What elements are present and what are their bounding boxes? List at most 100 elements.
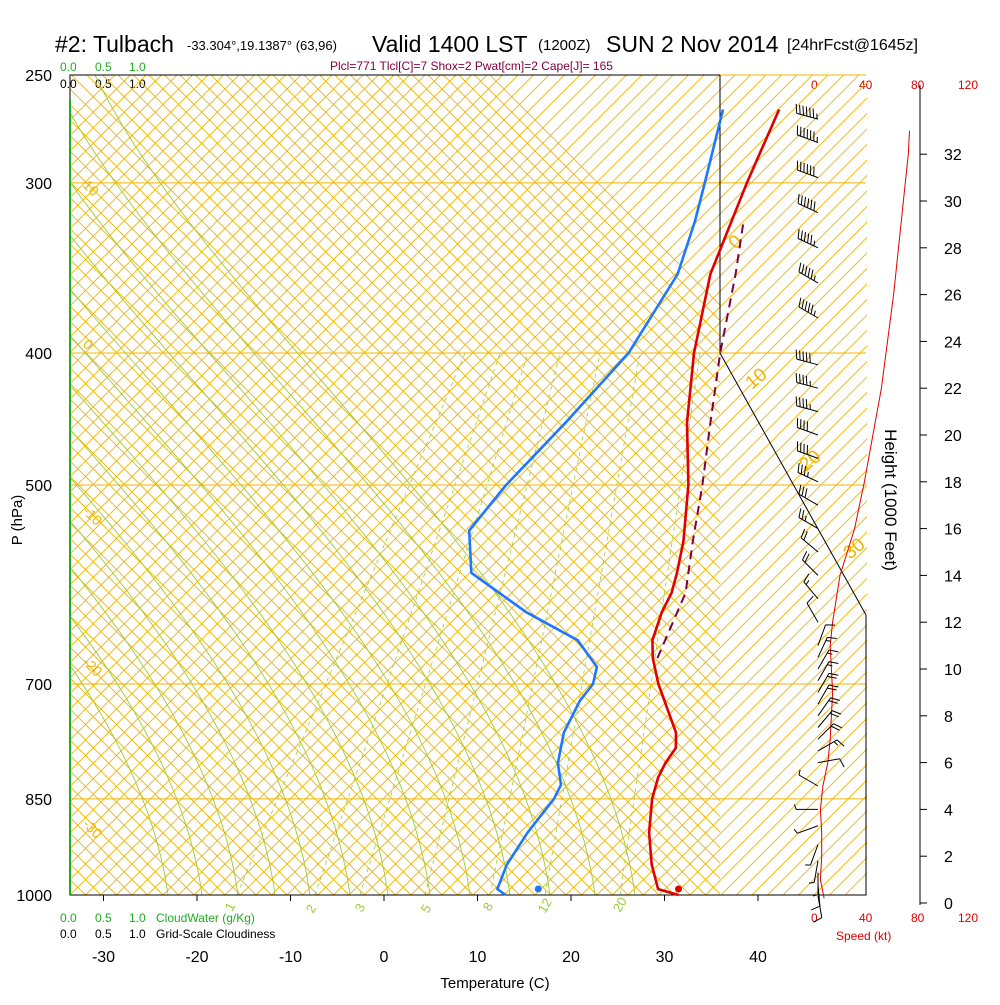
wind-barb-feather	[802, 551, 806, 559]
wind-barb-half-feather	[814, 276, 815, 281]
cover-scale-top-1: 0.5	[95, 77, 112, 91]
speed-tick-bottom-3: 120	[958, 911, 978, 925]
moist-adiabat-label: 30	[840, 534, 870, 564]
wind-barb-feather	[796, 373, 797, 382]
isotherm-line	[101, 70, 926, 895]
mixing-ratio-label: 2	[303, 902, 320, 916]
wind-barb-feather	[810, 353, 811, 362]
pressure-tick-label: 500	[25, 478, 52, 495]
run-date: SUN 2 Nov 2014	[606, 31, 779, 57]
cloud-scale-bottom-2: 1.0	[129, 911, 146, 925]
height-tick-label: 20	[944, 428, 962, 445]
pressure-tick-label: 1000	[16, 888, 52, 905]
speed-tick-top-0: 0	[811, 78, 818, 92]
isotherm-line	[0, 70, 663, 895]
wind-barb	[818, 650, 838, 669]
cloud-scale-top-1: 0.5	[95, 60, 112, 74]
dry-adiabat-line	[408, 70, 1000, 895]
zulu-time: (1200Z)	[538, 37, 591, 54]
height-tick-label: 28	[944, 241, 962, 258]
x-axis-label: Temperature (C)	[440, 975, 549, 992]
wind-barb-feather	[810, 108, 811, 117]
speed-tick-bottom-2: 80	[911, 911, 925, 925]
wind-barb-feather	[831, 726, 839, 730]
wind-barb-feather	[799, 298, 801, 307]
height-tick-label: 0	[944, 896, 953, 913]
isotherm-line	[39, 70, 864, 895]
mixing-ratio-label: 5	[418, 902, 435, 916]
y-axis-label: P (hPa)	[9, 495, 26, 546]
cloudwater-label: CloudWater (g/Kg)	[156, 911, 255, 925]
isotherm-line	[24, 70, 849, 895]
height-tick-label: 8	[944, 709, 953, 726]
isotherm-line	[132, 70, 957, 895]
wind-barb-half-feather	[814, 311, 815, 316]
valid-time: Valid 1400 LST	[372, 31, 528, 57]
wind-barb-feather	[827, 637, 836, 638]
pressure-tick-label: 700	[25, 677, 52, 694]
isotherm-line	[427, 70, 1000, 895]
speed-tick-top-1: 40	[859, 78, 873, 92]
wind-barb-feather	[811, 305, 813, 314]
wind-barb	[818, 698, 840, 716]
speed-axis-label: Speed (kt)	[836, 929, 891, 943]
isotherm-line	[86, 70, 911, 895]
wind-barb-feather	[799, 263, 801, 272]
height-tick-label: 32	[944, 147, 962, 164]
cloud-scale-bottom-0: 0.0	[60, 911, 77, 925]
wind-barb-feather	[798, 194, 799, 203]
indices-line: Plcl=771 Tlcl[C]=7 Shox=2 Pwat[cm]=2 Cap…	[330, 59, 613, 73]
isotherm-line	[0, 70, 353, 895]
height-tick-label: 12	[944, 615, 962, 632]
wind-barb-feather	[803, 106, 804, 115]
cloud-scale-top-0: 0.0	[60, 60, 77, 74]
temp-tick-label: -10	[279, 949, 302, 966]
isotherm-line	[117, 70, 942, 895]
wind-barb-feather	[806, 376, 807, 385]
isotherm-line	[752, 70, 1000, 895]
pressure-tick-label: 250	[25, 68, 52, 85]
temp-tick-label: -20	[185, 949, 208, 966]
wind-barb-feather	[799, 508, 801, 517]
wind-barb-feather	[803, 375, 804, 384]
height-tick-label: 16	[944, 522, 962, 539]
height-tick-label: 10	[944, 662, 962, 679]
isotherm-line	[0, 70, 446, 895]
wind-barb-feather	[805, 301, 807, 310]
wind-barb-half-feather	[834, 742, 838, 746]
wind-barb-staff	[818, 759, 840, 763]
wind-barb-staff	[810, 845, 818, 866]
dry-adiabat-line	[346, 70, 1000, 895]
wind-barb-feather	[800, 397, 801, 406]
temp-tick-label: -30	[92, 949, 115, 966]
wind-barb-feather	[798, 463, 799, 472]
wind-barb	[798, 229, 818, 248]
wind-barb	[804, 574, 818, 599]
wind-barb-feather	[802, 264, 804, 273]
temp-tick-label: 10	[469, 949, 487, 966]
mixing-ratio-label: 3	[352, 901, 369, 915]
wind-barb-half-feather	[827, 653, 832, 654]
isotherm-line	[814, 70, 1000, 895]
cover-scale-bottom-0: 0.0	[60, 927, 77, 941]
wind-barb-feather	[811, 235, 812, 244]
wind-barb-feather	[800, 351, 801, 360]
wind-barb-feather	[811, 200, 812, 209]
speed-tick-top-2: 80	[911, 78, 925, 92]
wind-barb-feather	[806, 107, 807, 116]
cloud-scale-top-2: 1.0	[129, 60, 146, 74]
mixing-ratio-label: 12	[535, 895, 555, 915]
wind-barb-half-feather	[806, 580, 809, 584]
wind-barb-feather	[802, 299, 804, 308]
wind-barb-half-feather	[814, 241, 815, 246]
height-tick-label: 14	[944, 568, 962, 585]
isotherm-line	[613, 70, 1000, 895]
pressure-tick-label: 300	[25, 176, 52, 193]
cover-scale-bottom-2: 1.0	[129, 927, 146, 941]
grid-clip-group	[0, 70, 1000, 895]
speed-tick-top-3: 120	[958, 78, 978, 92]
wind-barb-feather	[796, 396, 797, 405]
dry-adiabat-line	[0, 70, 8, 895]
moist-adiabat-label: 0	[725, 231, 747, 254]
